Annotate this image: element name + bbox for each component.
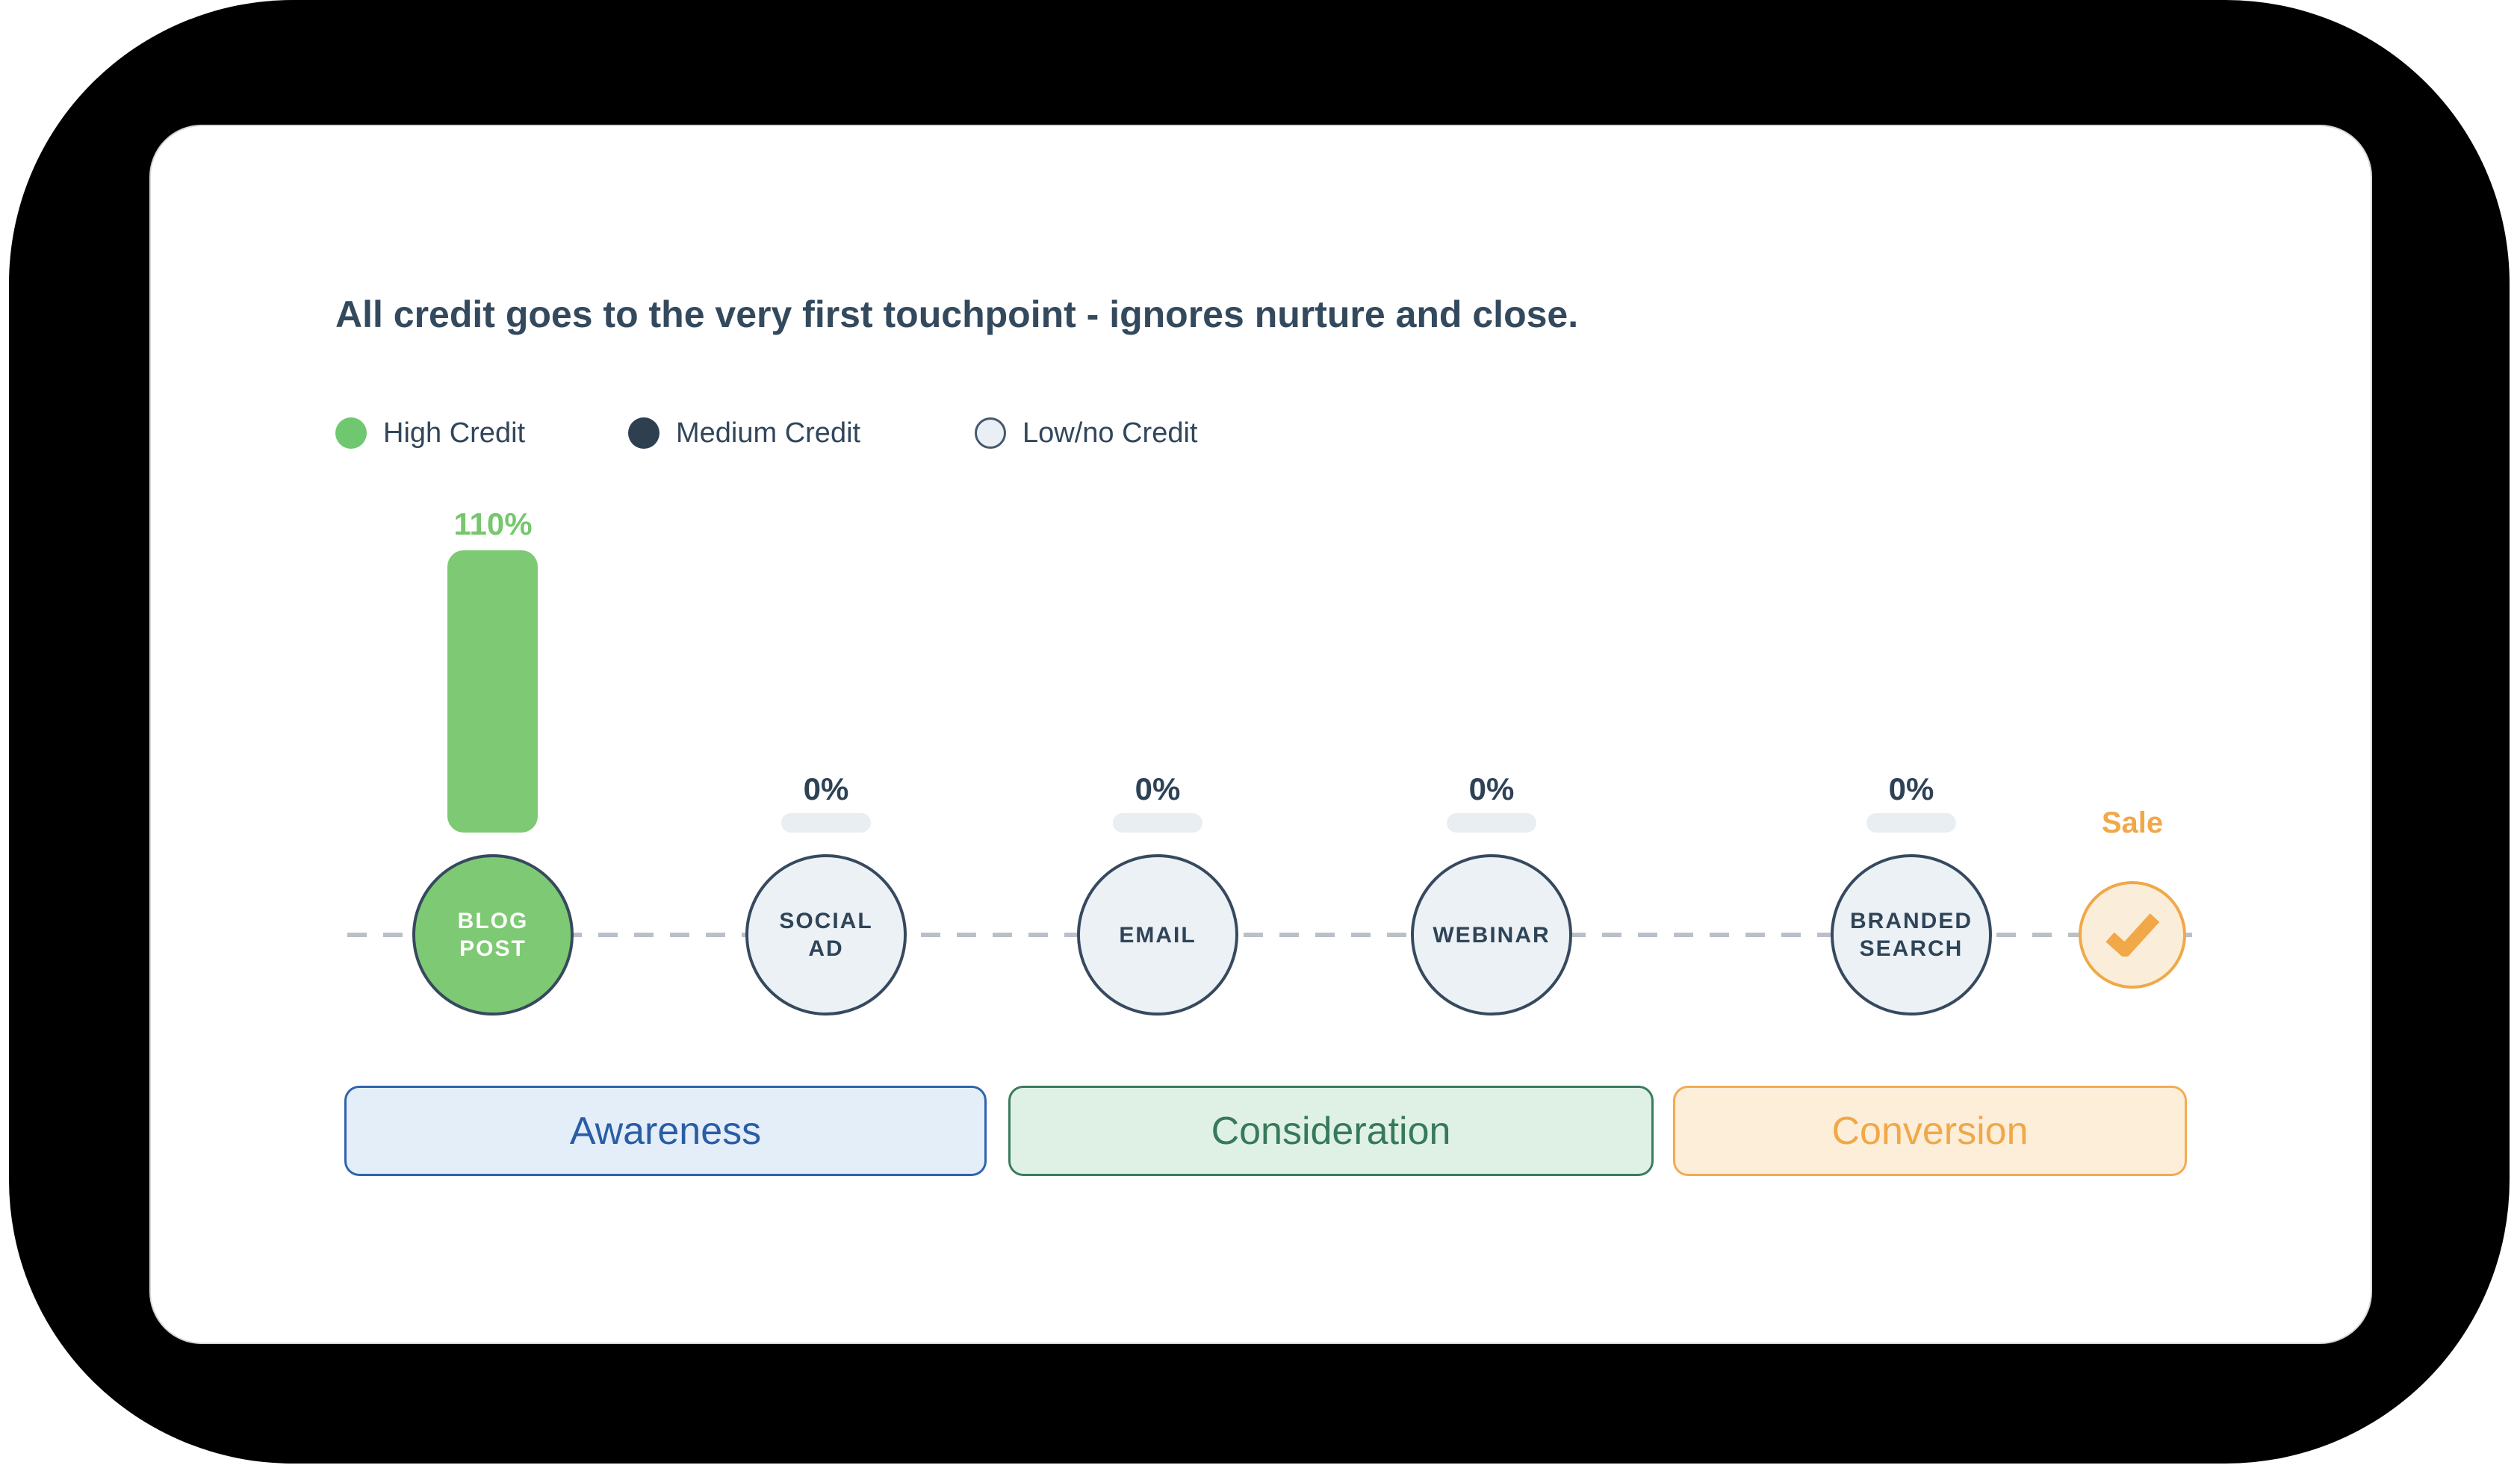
stage-label-conversion: Conversion	[1831, 1109, 2029, 1153]
credit-value-email: 0%	[1135, 771, 1181, 806]
touchpoint-label-blog-post: BLOG POST	[457, 909, 529, 961]
legend-item-low-credit: Low/no Credit	[975, 416, 1197, 450]
credit-bar-email	[1113, 813, 1202, 833]
touchpoint-node-branded-search: BRANDED SEARCH	[1831, 854, 1992, 1016]
credit-bar-social-ad	[781, 813, 871, 833]
touchpoint-node-social-ad: SOCIAL AD	[745, 854, 907, 1016]
touchpoint-node-email: EMAIL	[1077, 854, 1238, 1016]
stage-label-awareness: Awareness	[569, 1109, 762, 1153]
legend-item-high-credit: High Credit	[335, 416, 525, 450]
checkmark-icon	[2105, 913, 2160, 957]
stage-band-consideration: Consideration	[1008, 1086, 1654, 1176]
touchpoint-label-webinar: WEBINAR	[1433, 922, 1551, 948]
device-frame: All credit goes to the very first touchp…	[9, 0, 2510, 1464]
credit-value-blog-post: 110%	[453, 506, 533, 541]
credit-value-webinar: 0%	[1468, 771, 1515, 806]
credit-value-branded-search: 0%	[1888, 771, 1934, 806]
sale-label: Sale	[2101, 806, 2164, 839]
journey-dashed-line	[347, 933, 2192, 937]
stage-band-conversion: Conversion	[1673, 1086, 2187, 1176]
legend-label-low-credit: Low/no Credit	[1022, 417, 1198, 449]
credit-bar-blog-post	[447, 550, 538, 833]
stage-label-consideration: Consideration	[1211, 1109, 1451, 1153]
attribution-card: All credit goes to the very first touchp…	[149, 125, 2372, 1344]
touchpoint-node-blog-post: BLOG POST	[412, 854, 574, 1016]
credit-bar-branded-search	[1866, 813, 1956, 833]
credit-value-social-ad: 0%	[803, 771, 849, 806]
stage-band-awareness: Awareness	[344, 1086, 987, 1176]
low-credit-dot-icon	[975, 417, 1006, 449]
legend-label-high-credit: High Credit	[383, 417, 526, 449]
sale-node	[2079, 881, 2186, 989]
credit-bar-webinar	[1447, 813, 1536, 833]
touchpoint-label-email: EMAIL	[1119, 922, 1197, 948]
touchpoint-label-social-ad: SOCIAL AD	[779, 909, 873, 961]
touchpoint-label-branded-search: BRANDED SEARCH	[1850, 909, 1973, 961]
touchpoint-node-webinar: WEBINAR	[1411, 854, 1572, 1016]
high-credit-dot-icon	[335, 417, 367, 449]
legend-item-medium-credit: Medium Credit	[628, 416, 860, 450]
medium-credit-dot-icon	[628, 417, 660, 449]
page-title: All credit goes to the very first touchp…	[335, 293, 1579, 335]
legend-label-medium-credit: Medium Credit	[676, 417, 861, 449]
